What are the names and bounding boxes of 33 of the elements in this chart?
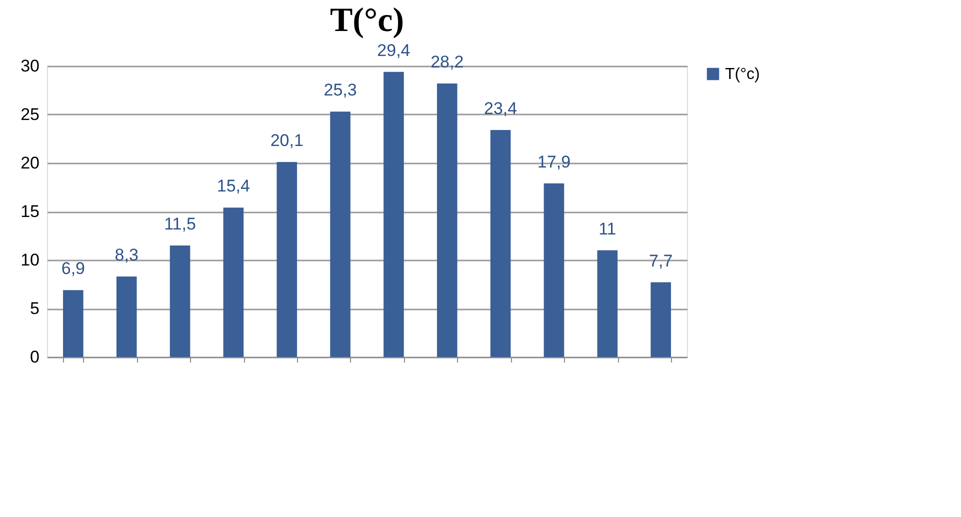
data-label: 23,4 <box>484 99 518 118</box>
y-tick-label: 25 <box>20 105 40 124</box>
chart-title: T(°c) <box>330 2 404 39</box>
data-label: 25,3 <box>324 80 357 100</box>
bar <box>276 162 298 357</box>
data-label: 17,9 <box>537 152 571 172</box>
bar <box>597 250 618 357</box>
y-tick-label: 0 <box>30 348 40 366</box>
bar <box>436 83 458 357</box>
bar <box>223 208 244 357</box>
bar <box>330 112 350 357</box>
data-label: 20,1 <box>270 131 304 150</box>
bar <box>63 290 84 357</box>
data-label: 29,4 <box>377 40 410 60</box>
y-tick-label: 5 <box>30 299 40 318</box>
data-label: 28,2 <box>430 52 464 72</box>
bar <box>650 282 671 357</box>
bar <box>116 276 137 357</box>
y-tick-label: 20 <box>20 154 40 172</box>
data-label: 11 <box>598 219 616 238</box>
bar <box>170 245 190 357</box>
bar <box>384 72 404 357</box>
data-label: 6,9 <box>61 259 85 278</box>
y-tick-label: 15 <box>20 202 40 221</box>
y-tick-label: 30 <box>20 56 40 76</box>
legend-label: T(°c) <box>725 66 760 83</box>
data-label: 15,4 <box>216 176 250 196</box>
data-label: 8,3 <box>114 245 138 264</box>
bar <box>490 130 511 357</box>
bar <box>544 183 564 357</box>
data-label: 7,7 <box>649 251 673 270</box>
data-label: 11,5 <box>164 214 196 234</box>
y-tick-label: 10 <box>20 250 40 270</box>
